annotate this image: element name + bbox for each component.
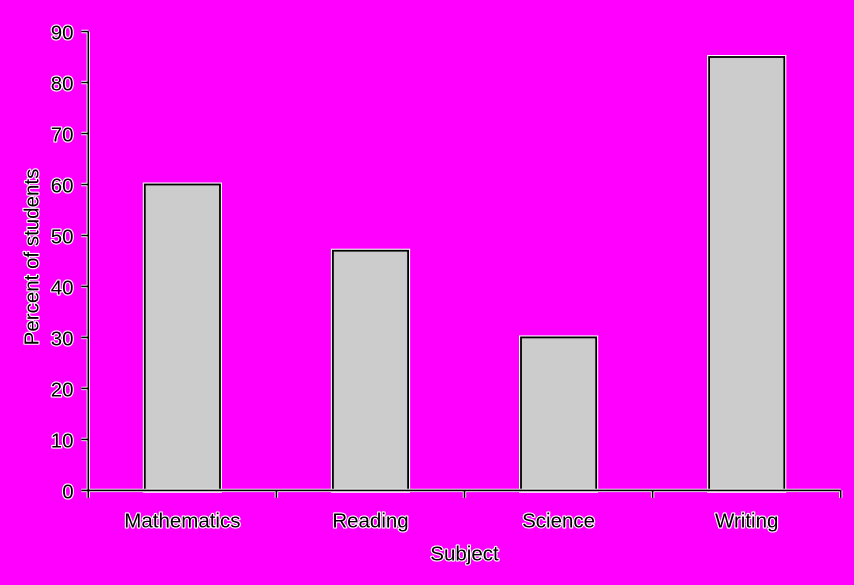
svg-text:20: 20 (51, 378, 74, 401)
svg-text:90: 90 (51, 21, 74, 44)
svg-text:30: 30 (51, 327, 74, 350)
svg-text:Reading: Reading (332, 509, 408, 532)
svg-text:0: 0 (62, 480, 73, 503)
svg-text:Writing: Writing (715, 509, 778, 532)
svg-text:Mathematics: Mathematics (124, 509, 240, 532)
svg-text:Percent of students: Percent of students (20, 169, 43, 346)
svg-text:10: 10 (51, 429, 74, 452)
svg-text:80: 80 (51, 72, 74, 95)
svg-text:40: 40 (51, 276, 74, 299)
svg-text:50: 50 (51, 225, 74, 248)
svg-text:Science: Science (522, 509, 595, 532)
svg-text:Subject: Subject (430, 543, 499, 566)
svg-text:70: 70 (51, 123, 74, 146)
svg-text:60: 60 (51, 174, 74, 197)
